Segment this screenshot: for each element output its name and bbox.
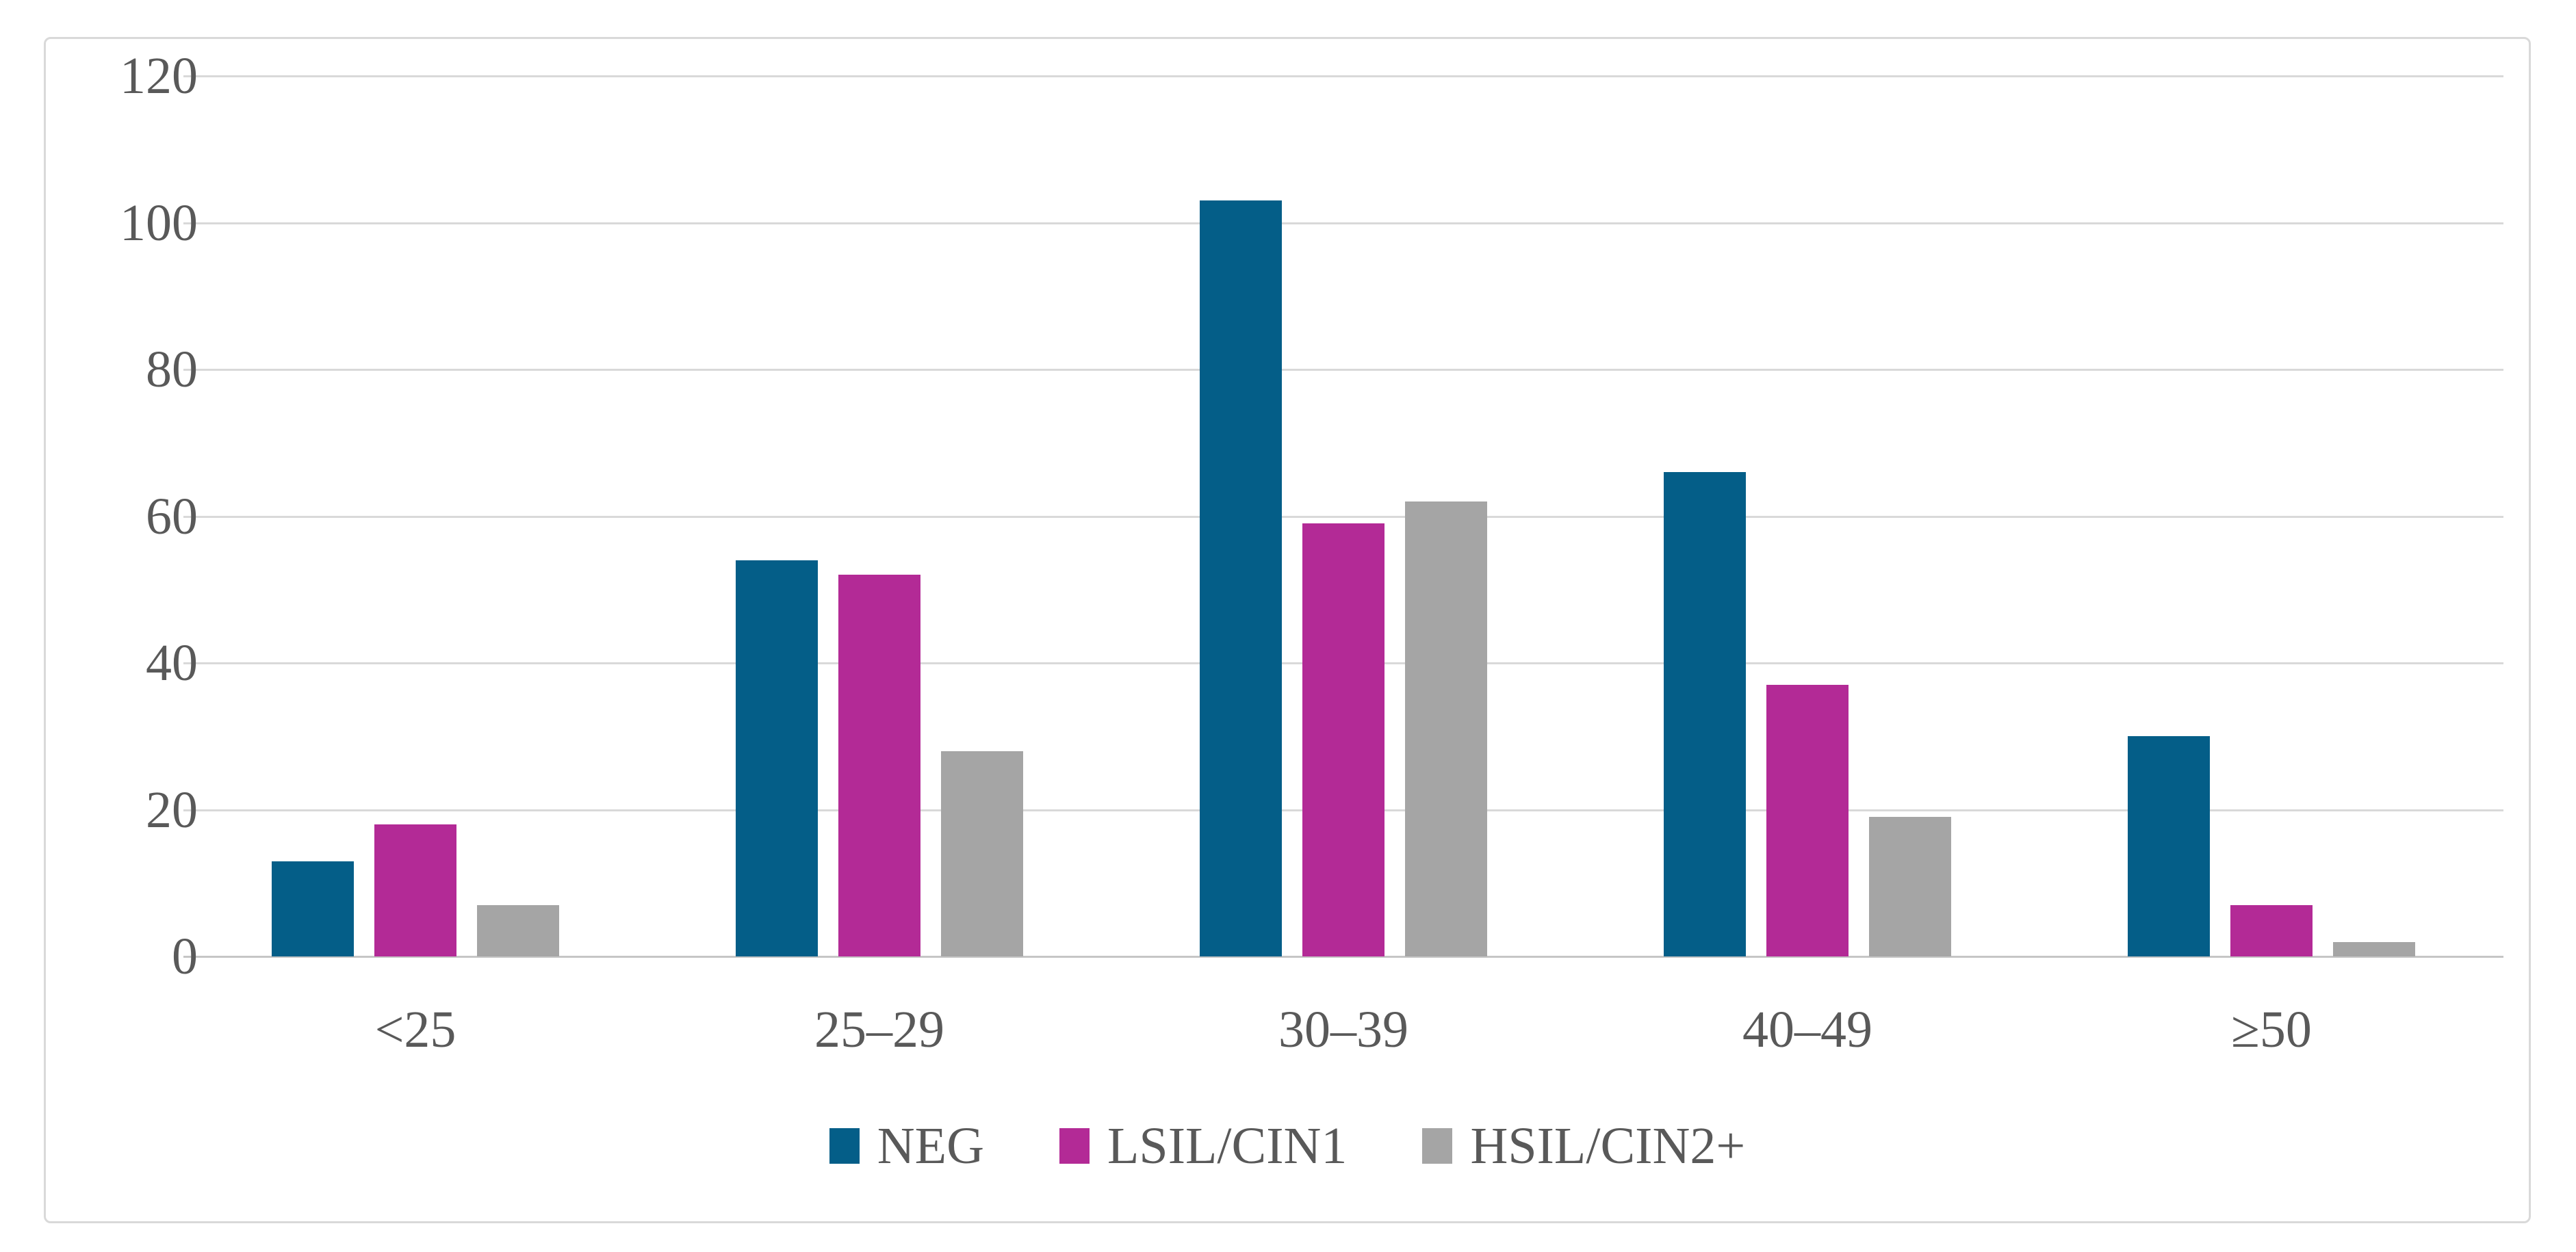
- y-gridline: [183, 515, 2503, 518]
- bar-hsilcin2-3: [1405, 501, 1487, 956]
- bar-hsilcin2-4: [1869, 817, 1951, 956]
- y-gridline: [183, 369, 2503, 371]
- x-axis-category-label: ≥50: [2231, 1001, 2312, 1058]
- bar-lsilcin1-4: [1766, 685, 1849, 956]
- bar-lsilcin1-3: [1302, 523, 1384, 956]
- y-axis-tick-label: 100: [120, 194, 198, 252]
- y-axis-tick-label: 120: [120, 47, 198, 105]
- legend-label: LSIL/CIN1: [1107, 1117, 1348, 1175]
- y-gridline: [183, 75, 2503, 77]
- x-axis-category-label: 40–49: [1742, 1001, 1872, 1058]
- bar-lsilcin1-1: [374, 824, 456, 956]
- y-gridline: [183, 222, 2503, 224]
- bar-neg-2: [736, 560, 818, 956]
- legend-label: NEG: [877, 1117, 984, 1175]
- legend-color-swatch: [829, 1128, 860, 1164]
- bar-hsilcin2-5: [2333, 942, 2415, 956]
- y-axis-tick-label: 40: [146, 634, 198, 692]
- y-axis-tick-label: 20: [146, 781, 198, 839]
- bar-hsilcin2-2: [941, 751, 1023, 956]
- bar-hsilcin2-1: [477, 905, 559, 956]
- x-axis-category-label: 25–29: [814, 1001, 944, 1058]
- legend: NEG LSIL/CIN1 HSIL/CIN2+: [46, 1117, 2529, 1175]
- bar-lsilcin1-5: [2230, 905, 2313, 956]
- y-axis-tick-label: 0: [172, 928, 198, 985]
- legend-color-swatch: [1422, 1128, 1453, 1164]
- y-axis-tick-label: 60: [146, 487, 198, 545]
- legend-item-neg: NEG: [829, 1117, 984, 1175]
- legend-color-swatch: [1059, 1128, 1090, 1164]
- legend-item-hsilcin2: HSIL/CIN2+: [1422, 1117, 1745, 1175]
- legend-label: HSIL/CIN2+: [1470, 1117, 1746, 1175]
- bar-neg-5: [2128, 736, 2210, 956]
- chart-frame: 0 20 40 60 80 100 120 <25 25–29 30–39 40–49 ≥50 NEG…: [44, 37, 2531, 1223]
- bar-lsilcin1-2: [838, 575, 920, 956]
- x-axis-category-label: 30–39: [1278, 1001, 1408, 1058]
- bar-neg-4: [1664, 472, 1746, 956]
- x-axis-category-label: <25: [374, 1001, 456, 1058]
- bar-neg-3: [1200, 200, 1282, 956]
- y-axis-tick-label: 80: [146, 341, 198, 398]
- legend-item-lsilcin1: LSIL/CIN1: [1059, 1117, 1347, 1175]
- x-axis-line: [183, 956, 2503, 958]
- bar-neg-1: [272, 861, 354, 956]
